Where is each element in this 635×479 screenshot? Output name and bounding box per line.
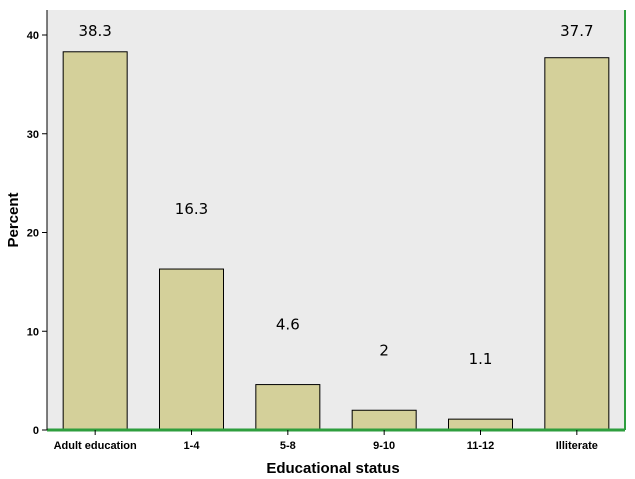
y-axis-title: Percent	[5, 192, 22, 247]
x-tick-label: 9-10	[373, 440, 395, 452]
x-tick-label: 11-12	[467, 440, 495, 452]
bar-data-label: 1.1	[469, 350, 493, 368]
data-labels-group: 38.3 16.3 4.6 2 1.1 37.7	[78, 22, 593, 368]
bar	[62, 51, 128, 431]
bar	[448, 418, 513, 431]
x-ticks-group: Adult education 1-4 5-8 9-10 11-12 Illiterate	[54, 430, 598, 452]
x-tick-label: Illiterate	[556, 440, 598, 452]
bars-group	[62, 51, 610, 431]
bar-data-label: 16.3	[175, 200, 208, 218]
y-tick-label: 40	[27, 30, 39, 42]
bar	[351, 409, 417, 431]
x-tick-label: 1-4	[184, 440, 201, 452]
x-axis-title: Educational status	[266, 460, 399, 477]
x-tick-label: Adult education	[54, 440, 137, 452]
bar	[255, 384, 321, 431]
y-tick-label: 30	[27, 129, 39, 141]
y-tick-label: 10	[27, 326, 39, 338]
x-tick-label: 5-8	[280, 440, 296, 452]
plot-area	[47, 10, 625, 430]
bar	[159, 268, 224, 431]
y-tick-label: 0	[33, 425, 39, 437]
bar-data-label: 4.6	[276, 316, 300, 334]
bar	[544, 57, 610, 431]
y-ticks-group: 0 10 20 30 40	[27, 30, 47, 437]
bar-data-label: 37.7	[560, 22, 593, 40]
bar-data-label: 2	[379, 341, 389, 359]
y-tick-label: 20	[27, 228, 39, 240]
bar-data-label: 38.3	[78, 22, 111, 40]
